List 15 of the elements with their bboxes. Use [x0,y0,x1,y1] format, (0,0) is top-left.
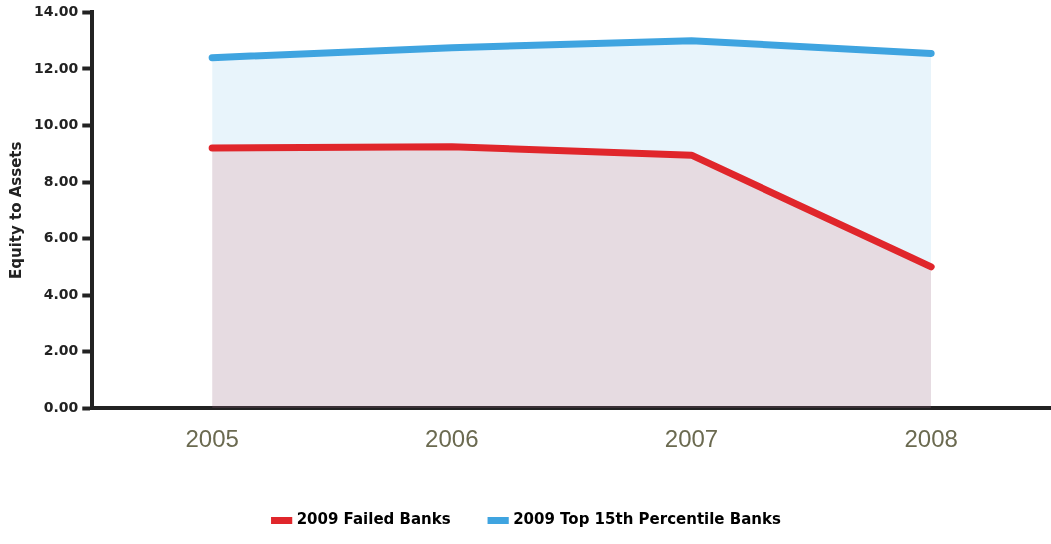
legend-label: 2009 Top 15th Percentile Banks [513,510,781,529]
legend-label: 2009 Failed Banks [296,510,451,529]
y-tick-label: 12.00 [33,59,79,76]
x-tick-label: 2006 [425,425,479,453]
y-tick-label: 10.00 [33,116,79,133]
x-tick-label: 2005 [185,425,239,453]
y-axis-title: Equity to Assets [6,141,25,280]
y-tick-label: 6.00 [43,229,79,246]
y-tick-label: 4.00 [43,285,79,302]
y-tick-label: 0.00 [43,398,79,415]
y-tick-label: 8.00 [43,172,79,189]
y-tick-label: 2.00 [43,342,79,359]
x-tick-label: 2007 [664,425,719,453]
x-tick-label: 2008 [904,425,958,453]
y-tick-label: 14.00 [33,3,79,20]
